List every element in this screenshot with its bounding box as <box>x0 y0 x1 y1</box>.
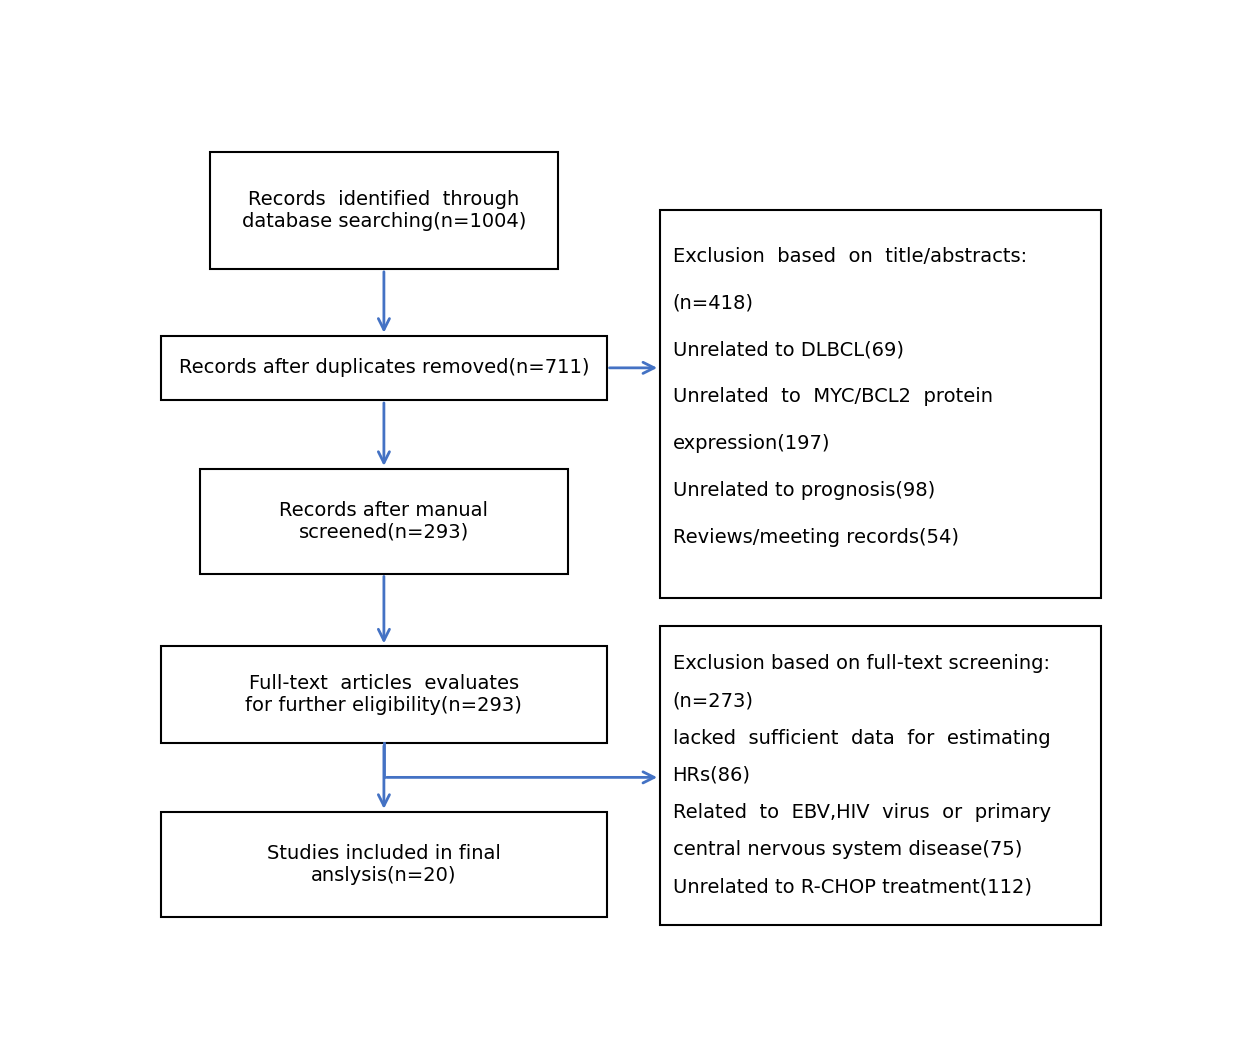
Text: Exclusion based on full-text screening:: Exclusion based on full-text screening: <box>672 654 1050 673</box>
Text: Studies included in final
anslysis(n=20): Studies included in final anslysis(n=20) <box>268 844 501 885</box>
Text: Exclusion  based  on  title/abstracts:: Exclusion based on title/abstracts: <box>672 247 1026 266</box>
Bar <box>660 626 1101 924</box>
Text: expression(197): expression(197) <box>672 434 830 453</box>
Text: (n=418): (n=418) <box>672 293 754 312</box>
Text: Unrelated  to  MYC/BCL2  protein: Unrelated to MYC/BCL2 protein <box>672 387 992 407</box>
Bar <box>161 335 606 400</box>
Text: Records after duplicates removed(n=711): Records after duplicates removed(n=711) <box>179 358 589 377</box>
Text: Records after manual
screened(n=293): Records after manual screened(n=293) <box>280 501 489 542</box>
Bar <box>660 211 1101 597</box>
Text: Records  identified  through
database searching(n=1004): Records identified through database sear… <box>241 190 526 231</box>
Text: HRs(86): HRs(86) <box>672 766 750 785</box>
Bar <box>161 647 606 743</box>
Bar <box>200 468 568 573</box>
Text: Unrelated to DLBCL(69): Unrelated to DLBCL(69) <box>672 341 904 359</box>
Text: Unrelated to R-CHOP treatment(112): Unrelated to R-CHOP treatment(112) <box>672 877 1031 896</box>
Text: (n=273): (n=273) <box>672 692 754 711</box>
Text: Reviews/meeting records(54): Reviews/meeting records(54) <box>672 527 959 547</box>
Text: lacked  sufficient  data  for  estimating: lacked sufficient data for estimating <box>672 728 1050 747</box>
Bar <box>210 152 559 269</box>
Text: Unrelated to prognosis(98): Unrelated to prognosis(98) <box>672 481 935 500</box>
Text: central nervous system disease(75): central nervous system disease(75) <box>672 839 1022 859</box>
Bar <box>161 811 606 917</box>
Text: Full-text  articles  evaluates
for further eligibility(n=293): Full-text articles evaluates for further… <box>245 674 522 715</box>
Text: Related  to  EBV,HIV  virus  or  primary: Related to EBV,HIV virus or primary <box>672 803 1051 822</box>
